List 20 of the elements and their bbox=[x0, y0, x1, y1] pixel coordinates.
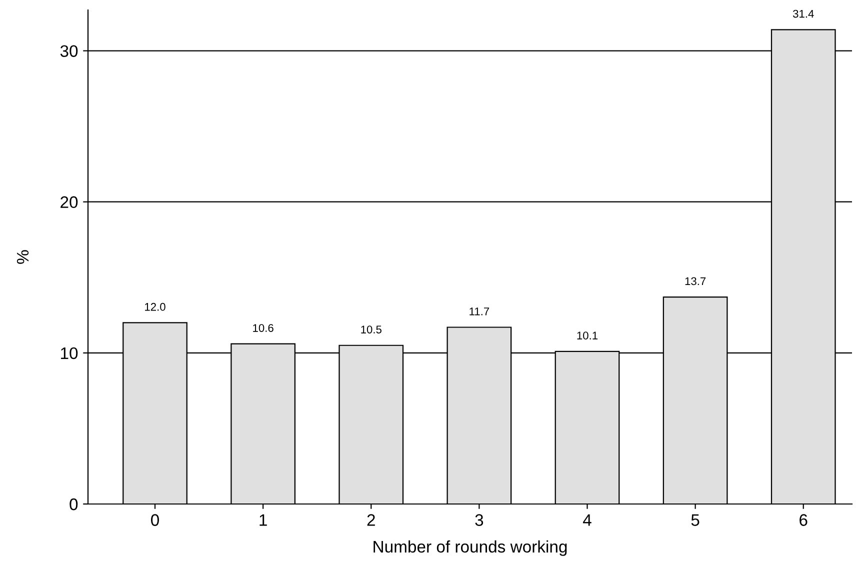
x-tick-label: 0 bbox=[151, 514, 159, 526]
data-label: 10.6 bbox=[253, 324, 274, 332]
x-axis-title: Number of rounds working bbox=[374, 540, 567, 556]
data-label: 13.7 bbox=[685, 277, 706, 286]
y-tick-label: 0 bbox=[70, 498, 78, 510]
data-label: 12.0 bbox=[145, 302, 166, 311]
y-axis-title: % bbox=[16, 250, 29, 264]
y-tick-label: 20 bbox=[60, 196, 78, 208]
x-tick-label: 4 bbox=[582, 514, 592, 526]
data-label: 11.7 bbox=[470, 308, 490, 316]
x-tick-label: 6 bbox=[800, 514, 808, 526]
x-tick-label: 1 bbox=[260, 514, 267, 526]
x-tick-label: 2 bbox=[367, 514, 375, 526]
x-tick-label: 3 bbox=[475, 514, 484, 526]
y-tick-label: 30 bbox=[60, 45, 78, 57]
data-label: 10.1 bbox=[577, 332, 598, 340]
x-tick-label: 5 bbox=[691, 514, 700, 526]
y-tick-label: 10 bbox=[61, 347, 78, 360]
data-label: 31.4 bbox=[792, 10, 814, 18]
data-label: 10.5 bbox=[361, 326, 382, 334]
